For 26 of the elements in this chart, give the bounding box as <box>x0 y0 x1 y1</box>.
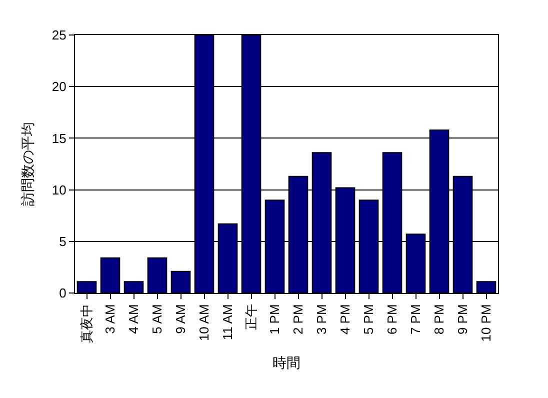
x-axis-title: 時間 <box>272 354 300 370</box>
x-tick-label: 6 PM <box>384 304 400 335</box>
y-tick-label: 0 <box>59 286 66 301</box>
y-tick-label: 5 <box>59 234 66 249</box>
x-tick-label: 4 PM <box>337 304 352 335</box>
x-tick-label: 正午 <box>243 304 258 330</box>
y-tick-label: 15 <box>52 130 66 146</box>
x-tick-label: 10 AM <box>196 304 212 342</box>
y-axis-title: 訪問数の平均 <box>20 122 36 206</box>
x-tick-label: 真夜中 <box>78 304 94 344</box>
x-tick-label: 11 AM <box>220 304 235 340</box>
x-tick-label: 2 PM <box>290 304 306 335</box>
x-tick-label: 1 PM <box>266 304 282 335</box>
y-tick-label: 25 <box>52 28 66 43</box>
x-tick-label: 10 PM <box>478 304 494 342</box>
x-tick-label: 5 PM <box>360 304 376 335</box>
x-tick-label: 8 PM <box>431 304 446 335</box>
x-tick-label: 4 AM <box>126 304 141 334</box>
x-tick-label: 7 PM <box>408 304 423 335</box>
x-tick-label: 5 AM <box>149 304 164 334</box>
x-tick-label: 3 PM <box>314 304 329 335</box>
x-tick-label: 9 PM <box>454 304 470 335</box>
x-tick-label: 9 AM <box>172 304 188 334</box>
x-tick-label: 3 AM <box>102 304 118 334</box>
y-tick-label: 20 <box>52 79 66 94</box>
y-tick-label: 10 <box>52 182 66 198</box>
